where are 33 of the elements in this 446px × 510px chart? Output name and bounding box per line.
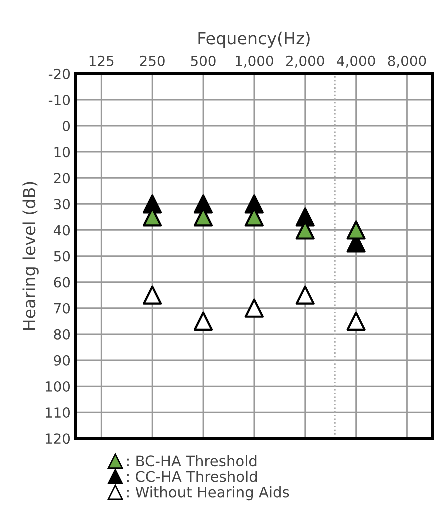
y-tick-label: 10 [54, 147, 70, 158]
y-tick-label: 80 [54, 329, 70, 340]
x-tick-label: 250 [140, 56, 165, 66]
legend-label: : Without Hearing Aids [127, 486, 290, 501]
y-tick-label: 120 [46, 434, 70, 444]
legend-label: : CC-HA Threshold [127, 470, 258, 482]
y-tick-label: -20 [48, 68, 70, 80]
x-tick-label: 500 [191, 56, 216, 66]
y-tick-label: 60 [54, 277, 70, 288]
x-tick-label: 125 [90, 56, 114, 66]
x-tick-label: 4,000 [337, 56, 376, 68]
x-tick-label: 2,000 [286, 56, 324, 68]
point [244, 298, 264, 318]
point [346, 312, 366, 331]
point [296, 286, 315, 305]
y-tick-label: 0 [63, 121, 70, 132]
point [194, 312, 214, 331]
y-tick-label: 90 [54, 355, 70, 366]
y-tick-label: 50 [54, 251, 70, 262]
x-axis-title: Fequency(Hz) [198, 32, 310, 48]
y-tick-label: 110 [46, 408, 70, 418]
y-axis-title: Hearing level (dB) [22, 182, 39, 330]
y-tick-label: 40 [54, 225, 70, 236]
point [143, 286, 162, 305]
point [346, 220, 366, 240]
y-tick-label: -10 [48, 94, 70, 106]
y-tick-label: 20 [54, 173, 70, 184]
x-tick-label: 8,000 [388, 56, 426, 68]
y-tick-label: 30 [54, 199, 70, 210]
legend-label: : BC-HA Threshold [127, 455, 257, 467]
y-tick-label: 100 [46, 381, 70, 392]
x-tick-label: 1,000 [236, 56, 274, 68]
y-tick-label: 70 [54, 303, 70, 314]
